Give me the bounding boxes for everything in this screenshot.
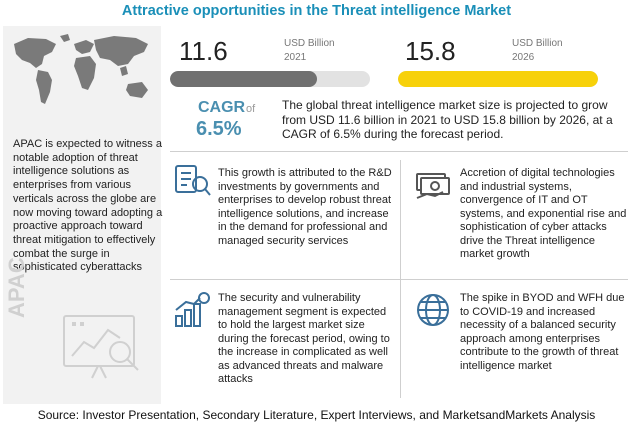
- divider-middle: [170, 279, 628, 280]
- value-2021: 11.6: [179, 36, 228, 66]
- unit-2026: USD Billion 2026: [512, 38, 563, 63]
- bar-2026-fill: [398, 71, 598, 87]
- block-digital-accretion: Accretion of digital technologies and in…: [460, 167, 627, 260]
- divider-vertical: [400, 160, 401, 398]
- bar-growth-icon: [175, 292, 210, 327]
- bar-2021-fill: [170, 71, 317, 87]
- globe-icon: [417, 294, 449, 326]
- cagr-value: 6.5%: [196, 118, 242, 140]
- cagr-of: of: [246, 103, 256, 115]
- research-icon: [175, 165, 211, 196]
- unit-2021: USD Billion 2021: [284, 38, 335, 63]
- block-security-segment: The security and vulnerability managemen…: [218, 292, 390, 385]
- cash-icon: [416, 173, 450, 199]
- block-byod-wfh: The spike in BYOD and WFH due to COVID-1…: [460, 292, 625, 372]
- apac-watermark: APAC: [4, 257, 29, 318]
- value-2026: 15.8: [405, 36, 456, 66]
- block-growth-attribution: This growth is attributed to the R&D inv…: [218, 167, 392, 247]
- divider-top: [170, 151, 628, 152]
- bar-2021: [170, 71, 370, 87]
- world-map-icon: [14, 34, 148, 104]
- source-note: Source: Investor Presentation, Secondary…: [37, 408, 596, 422]
- summary-text: The global threat intelligence market si…: [282, 98, 613, 141]
- chart-title: Attractive opportunities in the Threat i…: [121, 3, 512, 19]
- bar-2026: [398, 71, 598, 87]
- apac-description: APAC is expected to witness a notable ad…: [13, 138, 163, 274]
- analytics-board-icon: [63, 315, 139, 379]
- cagr-label: CAGR: [198, 99, 246, 116]
